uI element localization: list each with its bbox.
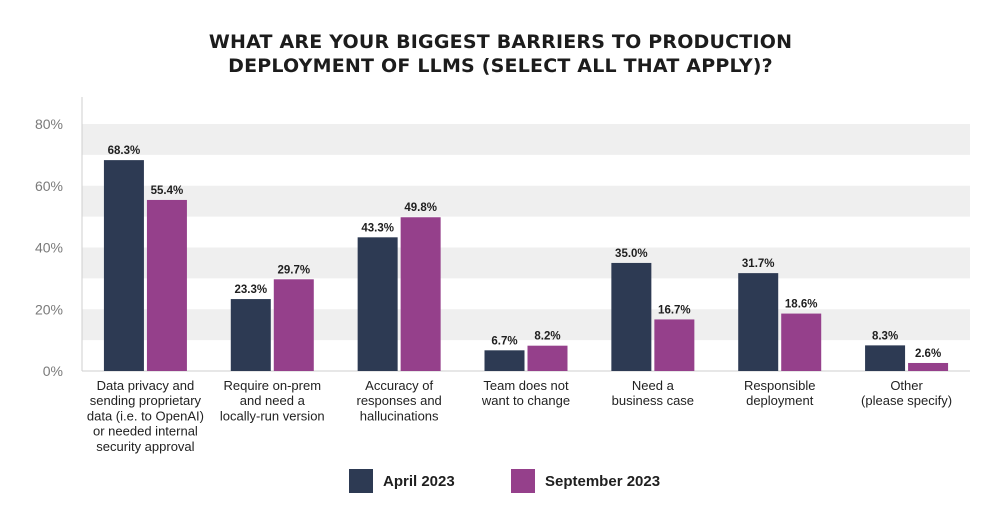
bar-september	[781, 313, 822, 371]
bar-september	[654, 319, 695, 371]
legend-label-april: April 2023	[383, 472, 455, 490]
data-label: 2.6%	[915, 348, 941, 360]
x-tick-label: Data privacy and sending proprietary data …	[87, 378, 204, 454]
legend-swatch-april	[349, 469, 373, 493]
y-tick-label: 20%	[35, 301, 63, 317]
bar-september	[400, 217, 441, 371]
bar-april	[611, 262, 652, 371]
x-tick-label: Accuracy of responses and hallucinations	[357, 378, 442, 423]
data-label: 35.0%	[615, 248, 648, 260]
data-label: 16.7%	[658, 304, 691, 316]
data-label: 23.3%	[234, 284, 267, 296]
bar-september	[146, 199, 187, 371]
grid-band	[82, 124, 970, 155]
chart-title-line-1: WHAT ARE YOUR BIGGEST BARRIERS TO PRODUC…	[208, 31, 793, 53]
bar-april	[738, 273, 779, 371]
data-label: 8.3%	[872, 330, 898, 342]
legend-item-september: September 2023	[511, 469, 660, 493]
x-tick-label: Team does not want to change	[481, 378, 570, 408]
bar-september	[273, 279, 314, 371]
data-label: 29.7%	[277, 264, 310, 276]
grid-band	[82, 185, 970, 217]
bar-april	[484, 350, 525, 371]
x-tick-label: Responsible deployment	[744, 378, 816, 408]
data-label: 43.3%	[361, 222, 394, 234]
plot-area: 0% 20% 40% 60% 80% 68.3% 55.4% Data privacy and…	[35, 97, 970, 454]
grid-band	[82, 309, 970, 341]
data-label: 18.6%	[785, 299, 818, 311]
bar-april	[357, 237, 398, 371]
grid-band	[82, 247, 970, 279]
x-tick-label: Other (please specify)	[861, 378, 952, 408]
y-tick-label: 60%	[35, 178, 63, 194]
data-label: 8.2%	[534, 331, 560, 343]
data-label: 55.4%	[151, 185, 184, 197]
legend-label-september: September 2023	[545, 472, 661, 490]
y-tick-label: 80%	[35, 116, 63, 132]
bar-april	[103, 160, 144, 371]
y-tick-label: 0%	[43, 363, 63, 379]
bar-september	[527, 345, 568, 371]
data-label: 6.7%	[491, 335, 517, 347]
bar-april	[230, 299, 271, 371]
data-label: 31.7%	[742, 258, 775, 270]
y-tick-label: 40%	[35, 240, 63, 256]
bar-april	[865, 345, 906, 371]
x-tick-label: Need a business case	[612, 378, 694, 408]
data-label: 68.3%	[108, 145, 141, 157]
data-label: 49.8%	[404, 202, 437, 214]
legend-item-april: April 2023	[349, 469, 455, 493]
bar-september	[908, 362, 949, 371]
legend-swatch-september	[511, 469, 535, 493]
chart-title-line-2: DEPLOYMENT OF LLMS (SELECT ALL THAT APPL…	[228, 55, 773, 77]
x-tick-label: Require on-prem and need a locally-run ver…	[220, 378, 325, 423]
